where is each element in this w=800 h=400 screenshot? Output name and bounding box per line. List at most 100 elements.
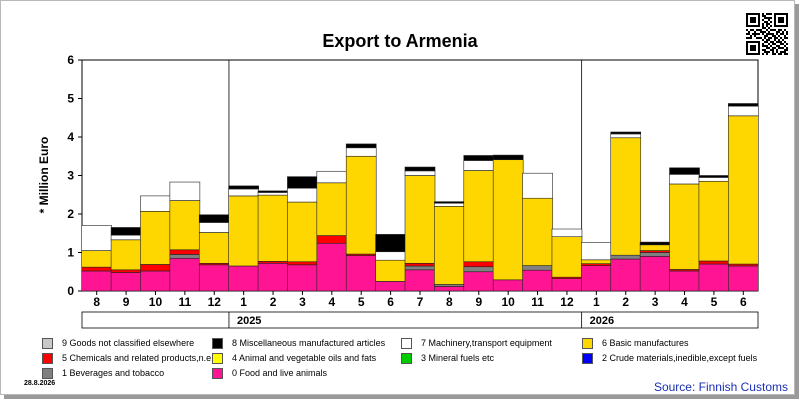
bar-segment-0	[257, 262, 289, 292]
y-tick-label: 5	[67, 92, 74, 106]
bar-segment-0	[639, 256, 671, 292]
y-tick-label: 3	[67, 169, 74, 183]
bar-segment-6	[728, 115, 759, 265]
bar-segment-5	[463, 261, 495, 268]
bar-segment-8	[434, 201, 465, 204]
y-tick-label: 6	[67, 53, 74, 67]
bar-segment-7	[140, 195, 171, 212]
bar-segment-6	[257, 194, 289, 262]
bar-segment-8	[198, 214, 230, 223]
bar-segment-6	[610, 137, 642, 256]
legend-swatch	[42, 353, 53, 364]
bar-segment-5	[287, 261, 318, 266]
bar-segment-7	[375, 251, 406, 261]
legend-label: 9 Goods not classified elsewhere	[62, 338, 195, 348]
bar-segment-8	[375, 234, 406, 253]
bar-segment-1	[610, 254, 642, 260]
bar-segment-6	[375, 259, 406, 282]
legend-swatch	[212, 338, 223, 349]
x-tick-label: 8	[446, 295, 453, 309]
bar-segment-1	[169, 254, 201, 259]
bar-segment-7	[669, 174, 700, 185]
legend-swatch	[582, 338, 593, 349]
bar-segment-8	[110, 227, 142, 236]
bar-segment-8	[639, 241, 671, 246]
bar-segment-8	[669, 167, 700, 175]
bar-segment-0	[669, 270, 700, 292]
bar-segment-7	[257, 192, 289, 196]
bar-segment-6	[404, 175, 436, 264]
bar-segment-0	[198, 264, 230, 292]
x-tick-label: 9	[123, 295, 130, 309]
bar-segment-7	[551, 228, 583, 238]
bar-segment-0	[169, 257, 201, 292]
y-tick-label: 0	[67, 284, 74, 298]
chart-title: Export to Armenia	[322, 31, 478, 51]
bar-segment-0	[492, 279, 524, 292]
bar-segment-8	[463, 155, 495, 161]
bar-segment-6	[169, 200, 201, 251]
bar-segment-5	[110, 269, 142, 273]
bar-segment-6	[287, 201, 318, 263]
bar-segment-8	[698, 175, 730, 178]
bar-segment-5	[169, 249, 201, 255]
x-tick-label: 3	[652, 295, 659, 309]
bar-segment-7	[81, 225, 112, 251]
bar-segment-7	[404, 170, 436, 176]
bar-segment-0	[551, 278, 583, 292]
x-tick-label: 2	[270, 295, 277, 309]
x-tick-label: 4	[681, 295, 688, 309]
bar-segment-0	[581, 265, 612, 292]
bar-segment-0	[110, 272, 142, 292]
legend-swatch	[401, 338, 412, 349]
bar-segment-0	[345, 255, 377, 292]
x-tick-label: 3	[299, 295, 306, 309]
x-tick-label: 12	[208, 295, 222, 309]
bar-segment-7	[228, 188, 259, 197]
bar-segment-0	[728, 265, 759, 292]
bar-segment-5	[404, 262, 436, 267]
source-credit: Source: Finnish Customs	[653, 380, 788, 394]
legend-label: 8 Miscellaneous manufactured articles	[232, 338, 386, 348]
bar-segment-6	[140, 211, 171, 265]
bar-segment-6	[522, 197, 553, 266]
bar-segment-6	[110, 239, 142, 271]
x-tick-label: 12	[560, 295, 574, 309]
bar-segment-0	[698, 263, 730, 292]
bar-segment-6	[198, 232, 230, 264]
bar-segment-1	[522, 265, 553, 271]
bar-segment-8	[287, 176, 318, 189]
bar-segment-7	[581, 242, 612, 261]
bar-segment-6	[434, 206, 465, 285]
legend-swatch	[582, 353, 593, 364]
y-tick-label: 4	[67, 130, 74, 144]
year-label: 2025	[237, 315, 261, 327]
bar-segment-8	[492, 154, 524, 161]
legend-swatch	[212, 368, 223, 379]
bar-segment-6	[228, 195, 259, 267]
legend-swatch	[42, 338, 53, 349]
bar-segment-1	[639, 252, 671, 257]
bar-segment-0	[316, 242, 348, 292]
bar-segment-7	[522, 172, 553, 199]
legend: 9 Goods not classified elsewhere 8 Miscel…	[42, 338, 757, 383]
x-tick-label: 9	[475, 295, 482, 309]
bar-segment-0	[375, 281, 406, 292]
legend-label: 7 Machinery,transport equipment	[421, 338, 552, 348]
bar-segment-0	[228, 265, 259, 292]
x-tick-label: 6	[387, 295, 394, 309]
x-tick-label: 5	[358, 295, 365, 309]
bar-segment-0	[404, 269, 436, 292]
bar-segment-0	[434, 286, 465, 292]
publication-date: 28.8.2026	[24, 380, 56, 387]
legend-label: 4 Animal and vegetable oils and fats	[232, 353, 377, 363]
bar-segment-7	[463, 160, 495, 171]
bar-segment-5	[140, 264, 171, 272]
bar-segment-7	[287, 187, 318, 203]
year-band	[81, 311, 759, 329]
bar-segment-6	[492, 159, 524, 281]
bar-segment-6	[639, 244, 671, 251]
bar-segment-6	[581, 259, 612, 264]
bar-segment-6	[81, 250, 112, 268]
bar-segment-8	[728, 103, 759, 107]
